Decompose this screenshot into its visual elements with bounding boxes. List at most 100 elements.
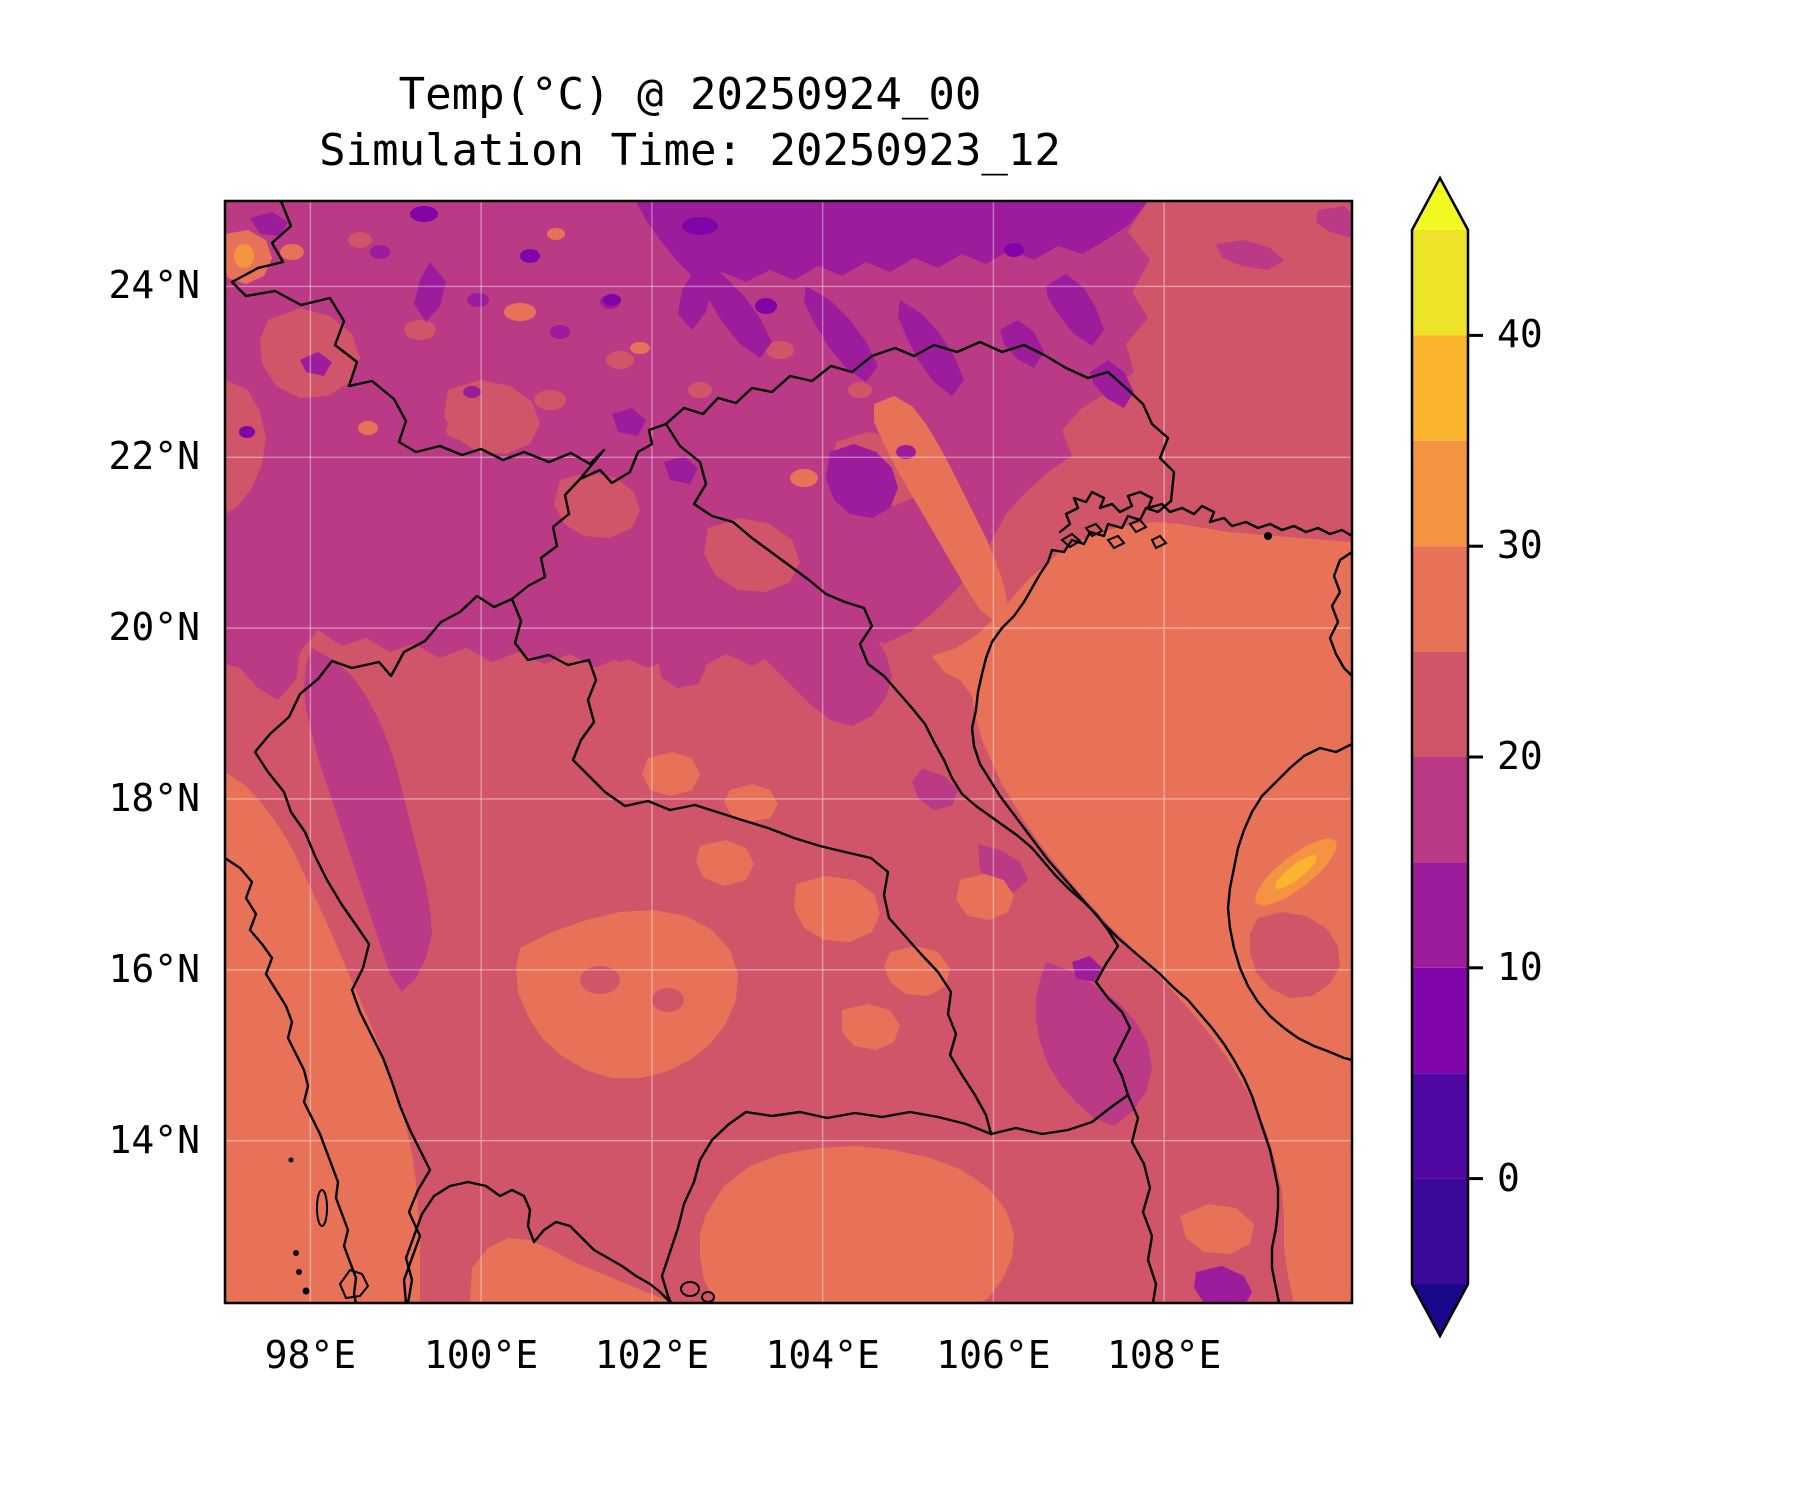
temp-region — [1148, 1006, 1293, 1303]
y-tick-label: 20°N — [108, 605, 200, 650]
weizhou-island — [1264, 532, 1272, 540]
colorbar — [1410, 175, 1483, 1339]
border-cambodia-vietnam — [1126, 1093, 1158, 1303]
coastline-hainan — [1226, 742, 1352, 1062]
coastline-leizhou — [1328, 550, 1352, 678]
temp-region — [766, 341, 794, 359]
colorbar-segment — [1412, 440, 1468, 547]
temp-region — [463, 386, 481, 398]
temp-region — [842, 1004, 900, 1050]
y-tick-label: 24°N — [108, 263, 200, 308]
y-tick-label: 18°N — [108, 775, 200, 820]
temp-region — [358, 421, 378, 435]
temp-region — [225, 772, 420, 1303]
halong-island — [1084, 522, 1104, 538]
colorbar-tick-label: 40 — [1497, 312, 1543, 357]
coastline-china-guangxi — [1058, 490, 1352, 538]
temperature-field — [225, 201, 1352, 1303]
temp-region — [698, 260, 772, 358]
colorbar-tick-label: 30 — [1497, 523, 1543, 568]
colorbar-segment — [1412, 862, 1468, 968]
temp-region — [603, 294, 621, 306]
temp-region — [716, 556, 892, 726]
temp-region — [636, 201, 1148, 284]
temp-region — [682, 217, 718, 235]
halong-island — [1106, 534, 1126, 550]
colorbar-segment — [1412, 967, 1468, 1074]
colorbar-segment — [1412, 546, 1468, 652]
temp-region — [580, 966, 620, 994]
temp-region — [534, 390, 566, 410]
coastline-gulf-of-thailand — [404, 1180, 672, 1303]
temp-region — [547, 228, 565, 240]
colorbar-over-arrow — [1412, 178, 1468, 230]
country-borders — [225, 201, 1352, 1303]
temp-region — [700, 1146, 1014, 1303]
x-tick-label: 102°E — [594, 1333, 710, 1377]
x-tick-label: 106°E — [936, 1333, 1051, 1377]
border-myanmar-laos — [510, 477, 582, 601]
colorbar-outline — [1410, 175, 1470, 1339]
temp-region — [234, 244, 254, 268]
colorbar-segment — [1412, 1073, 1468, 1179]
halong-island — [1128, 518, 1148, 534]
coastline-myanmar-andaman — [225, 856, 358, 1303]
colorbar-tick-label: 20 — [1497, 734, 1543, 778]
temp-region — [912, 768, 958, 810]
temp-region — [1072, 956, 1102, 982]
temp-region — [794, 876, 880, 942]
temp-region — [225, 380, 266, 514]
temp-region — [404, 320, 436, 340]
temp-region — [1194, 1266, 1252, 1303]
temp-region — [554, 472, 640, 538]
temp-region — [467, 293, 489, 307]
temp-region — [1180, 1204, 1254, 1254]
temp-region — [260, 308, 360, 398]
border-laos-vietnam — [664, 422, 1132, 1097]
temp-region — [678, 268, 712, 330]
andaman-island — [338, 1268, 370, 1300]
temp-region — [446, 421, 474, 439]
colorbar-segment — [1412, 335, 1468, 441]
coastline-vietnam — [970, 499, 1281, 1303]
temp-region — [724, 784, 778, 822]
temp-region — [804, 286, 878, 382]
andaman-island — [316, 1189, 328, 1227]
halong-island — [1060, 532, 1082, 549]
temp-region — [1036, 962, 1152, 1126]
temp-region — [688, 382, 712, 398]
temp-region — [612, 408, 646, 436]
temp-region — [280, 244, 304, 260]
border-china-laos — [578, 422, 668, 485]
temp-region — [848, 382, 872, 398]
andaman-island — [288, 1157, 294, 1163]
plot-subtitle: Simulation Time: 20250923_12 — [319, 125, 1061, 176]
temp-region — [642, 752, 700, 796]
andaman-island — [296, 1269, 302, 1275]
y-tick-label: 14°N — [108, 1117, 200, 1162]
temp-region — [630, 342, 650, 354]
halong-island — [1150, 534, 1168, 550]
temp-region — [594, 610, 648, 662]
andaman-island — [293, 1250, 299, 1256]
colorbar-tick-label: 10 — [1497, 944, 1543, 989]
border-myanmar-thailand — [253, 594, 514, 1303]
colorbar-segment — [1412, 230, 1468, 336]
temp-region — [414, 262, 446, 322]
temp-region — [826, 444, 898, 518]
x-tick-label: 104°E — [765, 1333, 880, 1377]
temp-region — [1090, 360, 1134, 408]
border-thailand-laos — [510, 597, 993, 1136]
temp-region — [300, 352, 332, 376]
temp-region — [520, 249, 540, 263]
x-tick-label: 100°E — [423, 1333, 539, 1377]
temp-region — [790, 469, 818, 487]
colorbar-segment — [1412, 757, 1468, 863]
temp-region — [606, 351, 634, 369]
temp-region — [896, 445, 916, 459]
map-frame — [223, 199, 1354, 1305]
temp-region — [370, 245, 390, 259]
temp-region — [696, 840, 754, 886]
